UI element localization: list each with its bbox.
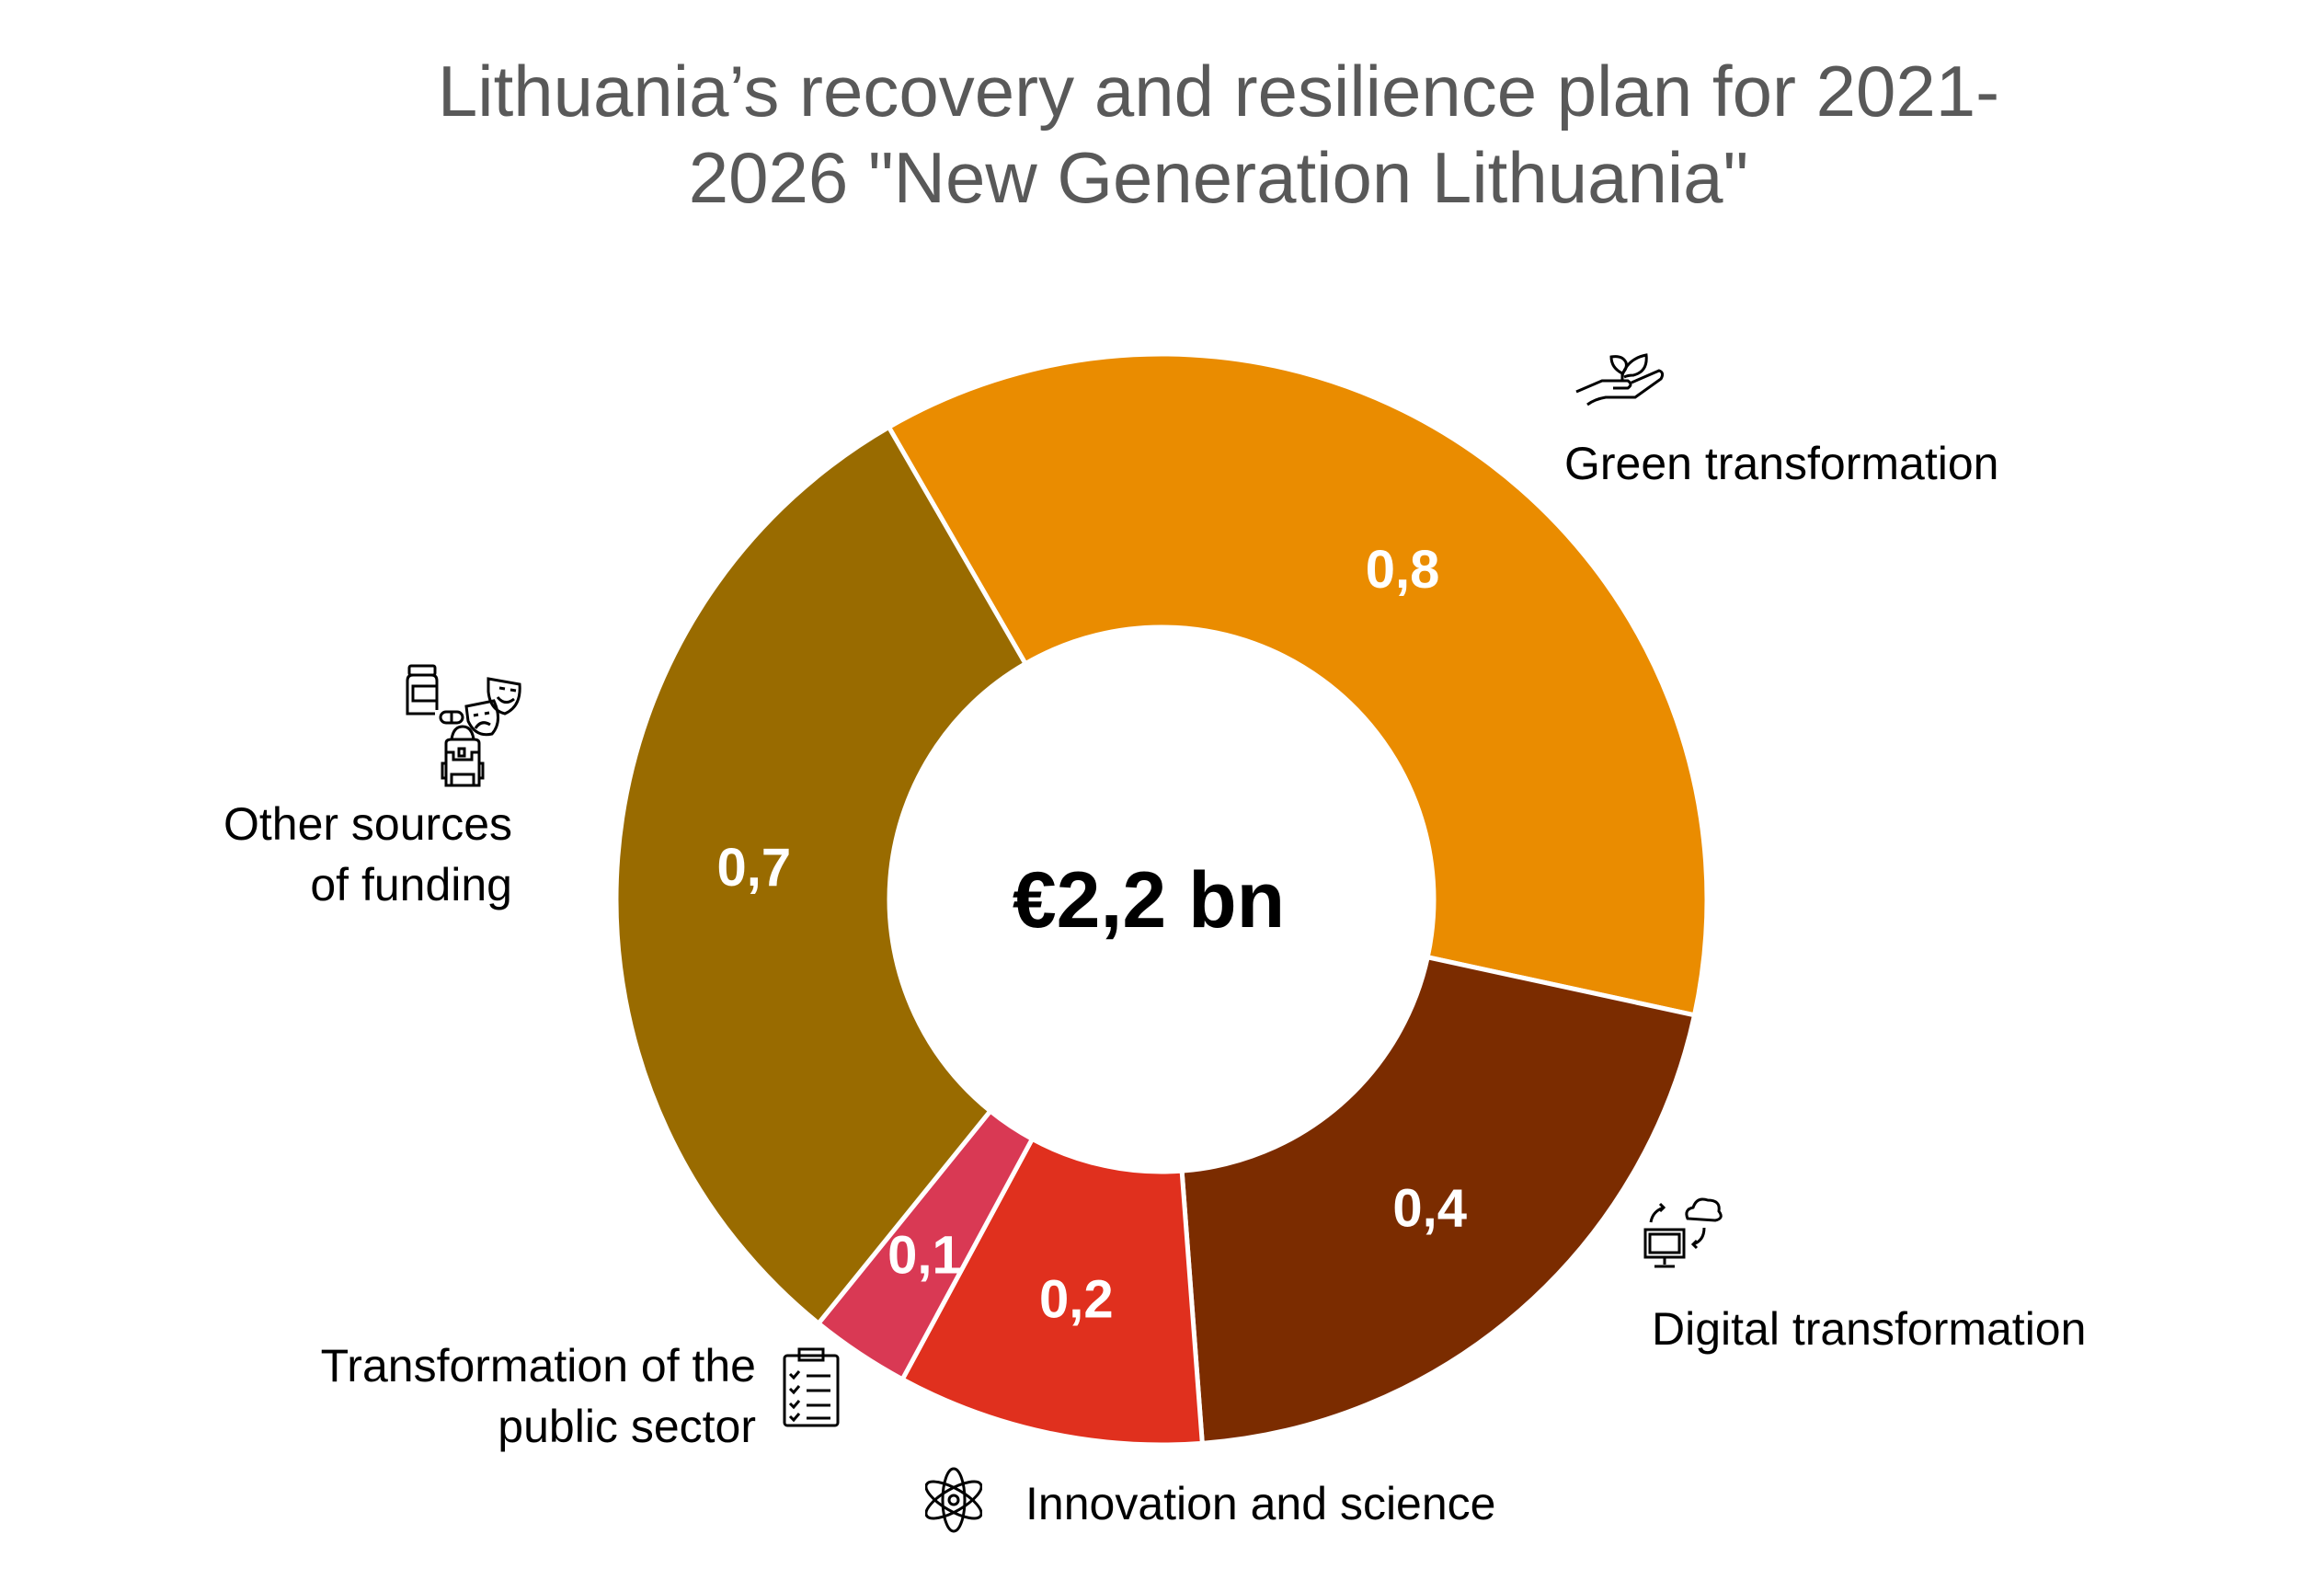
value-label: 0,7 — [717, 838, 792, 898]
slice-green-transformation — [886, 351, 1710, 1018]
value-label: 0,4 — [1392, 1178, 1467, 1238]
label-other-sources-line-1: Other sources — [223, 798, 512, 850]
slice-innovation-and-science — [899, 1136, 1205, 1448]
computer-cloud-icon — [1643, 1197, 1723, 1268]
hand-plant-icon — [1575, 353, 1665, 406]
atom-icon — [925, 1467, 982, 1533]
label-other-sources-line-2: of funding — [310, 859, 512, 910]
label-public-sector-line-1: Transformation of the — [320, 1340, 756, 1391]
value-label: 0,8 — [1366, 540, 1440, 600]
label-public-sector-line-2: public sector — [498, 1401, 756, 1452]
label-other-sources: Other sources of funding — [223, 794, 512, 915]
value-label: 0,1 — [887, 1226, 962, 1286]
center-total-label: €2,2 bn — [1013, 856, 1285, 945]
slice-other-sources-of-funding — [613, 424, 1029, 1327]
value-label: 0,2 — [1039, 1270, 1114, 1330]
label-digital-transformation: Digital transformation — [1652, 1303, 2087, 1355]
label-public-sector: Transformation of the public sector — [321, 1335, 756, 1457]
chart-title-line-1: Lithuania’s recovery and resilience plan… — [437, 51, 2000, 132]
chart-title-line-2: 2026 "New Generation Lithuania" — [688, 137, 1749, 218]
clipboard-checklist-icon — [783, 1347, 840, 1427]
medicine-theatre-backpack-icon — [406, 664, 521, 787]
label-green-transformation: Green transformation — [1564, 438, 1999, 489]
label-innovation-science: Innovation and science — [1025, 1478, 1496, 1529]
slice-digital-transformation — [1179, 954, 1698, 1447]
